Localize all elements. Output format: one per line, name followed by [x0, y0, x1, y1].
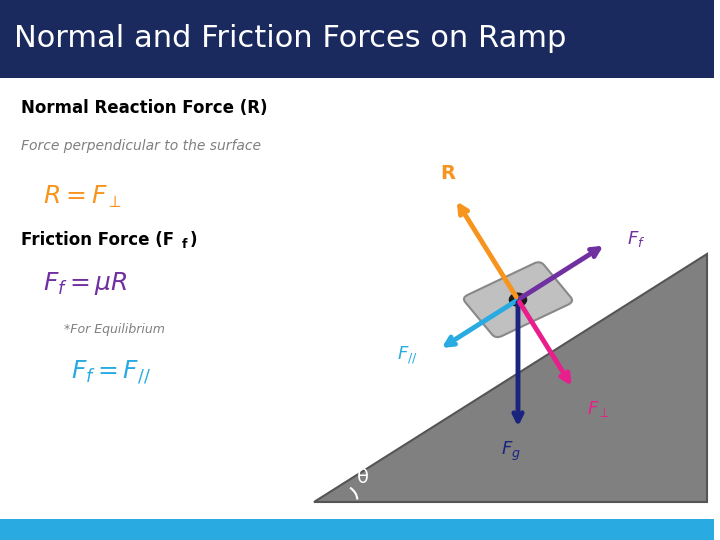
Text: Force perpendicular to the surface: Force perpendicular to the surface — [22, 139, 261, 153]
FancyBboxPatch shape — [0, 0, 714, 78]
Text: $F_g$: $F_g$ — [501, 440, 521, 463]
Text: Normal Reaction Force (R): Normal Reaction Force (R) — [22, 99, 268, 117]
Text: Normal and Friction Forces on Ramp: Normal and Friction Forces on Ramp — [14, 24, 567, 53]
Text: $R = F_{\perp}$: $R = F_{\perp}$ — [43, 184, 122, 210]
Text: θ: θ — [357, 468, 369, 488]
Polygon shape — [315, 254, 707, 502]
Text: $F_{//}$: $F_{//}$ — [397, 344, 418, 366]
Text: $F_f = F_{//}$: $F_f = F_{//}$ — [71, 359, 151, 386]
Circle shape — [510, 293, 526, 306]
Text: $F_{\perp}$: $F_{\perp}$ — [588, 399, 610, 419]
Text: $F_f$: $F_f$ — [627, 229, 646, 249]
Text: $F_f = \mu R$: $F_f = \mu R$ — [43, 270, 127, 297]
Text: f: f — [182, 238, 188, 251]
Text: *For Equilibrium: *For Equilibrium — [64, 323, 165, 336]
FancyBboxPatch shape — [0, 519, 714, 540]
FancyBboxPatch shape — [464, 262, 572, 337]
Text: ): ) — [189, 231, 197, 249]
Text: R: R — [441, 164, 456, 183]
Text: Friction Force (F: Friction Force (F — [22, 231, 174, 249]
